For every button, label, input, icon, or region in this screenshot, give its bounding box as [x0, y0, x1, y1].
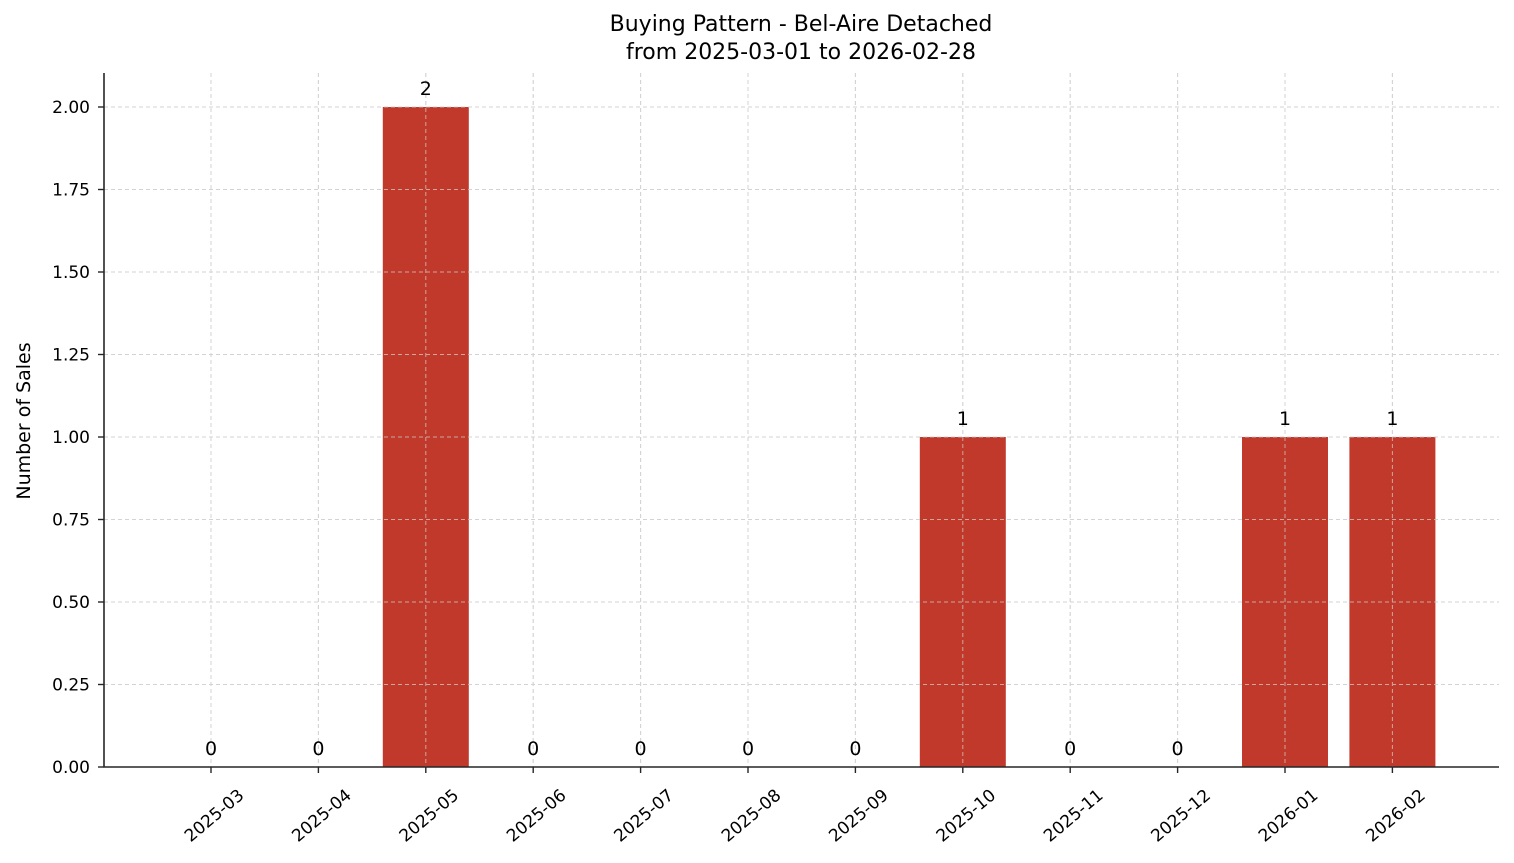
y-tick-label: 1.25: [52, 346, 90, 366]
data-label: 0: [1064, 738, 1076, 760]
y-tick-label: 1.50: [52, 263, 90, 283]
x-tick-label: 2025-12: [1148, 786, 1215, 847]
data-label: 1: [1386, 408, 1398, 430]
data-labels: 0 0 2 0 0 0 0 1 0 0 1 1: [205, 78, 1398, 760]
x-tick-label: 2026-01: [1255, 786, 1322, 847]
chart-subtitle: from 2025-03-01 to 2026-02-28: [626, 40, 976, 65]
x-tick-label: 2025-05: [396, 786, 463, 847]
data-label: 1: [957, 408, 969, 430]
x-tick-label: 2025-03: [181, 786, 248, 847]
data-label: 0: [635, 738, 647, 760]
x-tick-label: 2025-06: [503, 786, 570, 847]
x-tick-label: 2025-08: [718, 786, 785, 847]
x-tick-label: 2025-07: [611, 786, 678, 847]
y-tick-label: 1.00: [52, 428, 90, 448]
data-label: 0: [849, 738, 861, 760]
data-label: 2: [420, 78, 432, 100]
x-tick-label: 2025-04: [288, 786, 355, 847]
data-label: 0: [527, 738, 539, 760]
y-tick-label: 0.50: [52, 593, 90, 613]
x-tick-label: 2026-02: [1362, 786, 1429, 847]
x-tick-label: 2025-11: [1040, 786, 1107, 847]
data-label: 0: [205, 738, 217, 760]
chart-title: Buying Pattern - Bel-Aire Detached: [609, 12, 993, 37]
x-tick-label: 2025-10: [933, 786, 1000, 847]
x-tick-label: 2025-09: [825, 786, 892, 847]
y-tick-label: 0.25: [52, 676, 90, 696]
data-label: 0: [312, 738, 324, 760]
data-label: 1: [1279, 408, 1291, 430]
data-label: 0: [742, 738, 754, 760]
grid-lines-overlay: [104, 73, 1499, 767]
data-label: 0: [1172, 738, 1184, 760]
y-tick-label: 2.00: [52, 98, 90, 118]
y-axis-label: Number of Sales: [13, 342, 35, 499]
y-tick-label: 1.75: [52, 181, 90, 201]
y-tick-label: 0.00: [52, 758, 90, 778]
y-tick-label: 0.75: [52, 511, 90, 531]
